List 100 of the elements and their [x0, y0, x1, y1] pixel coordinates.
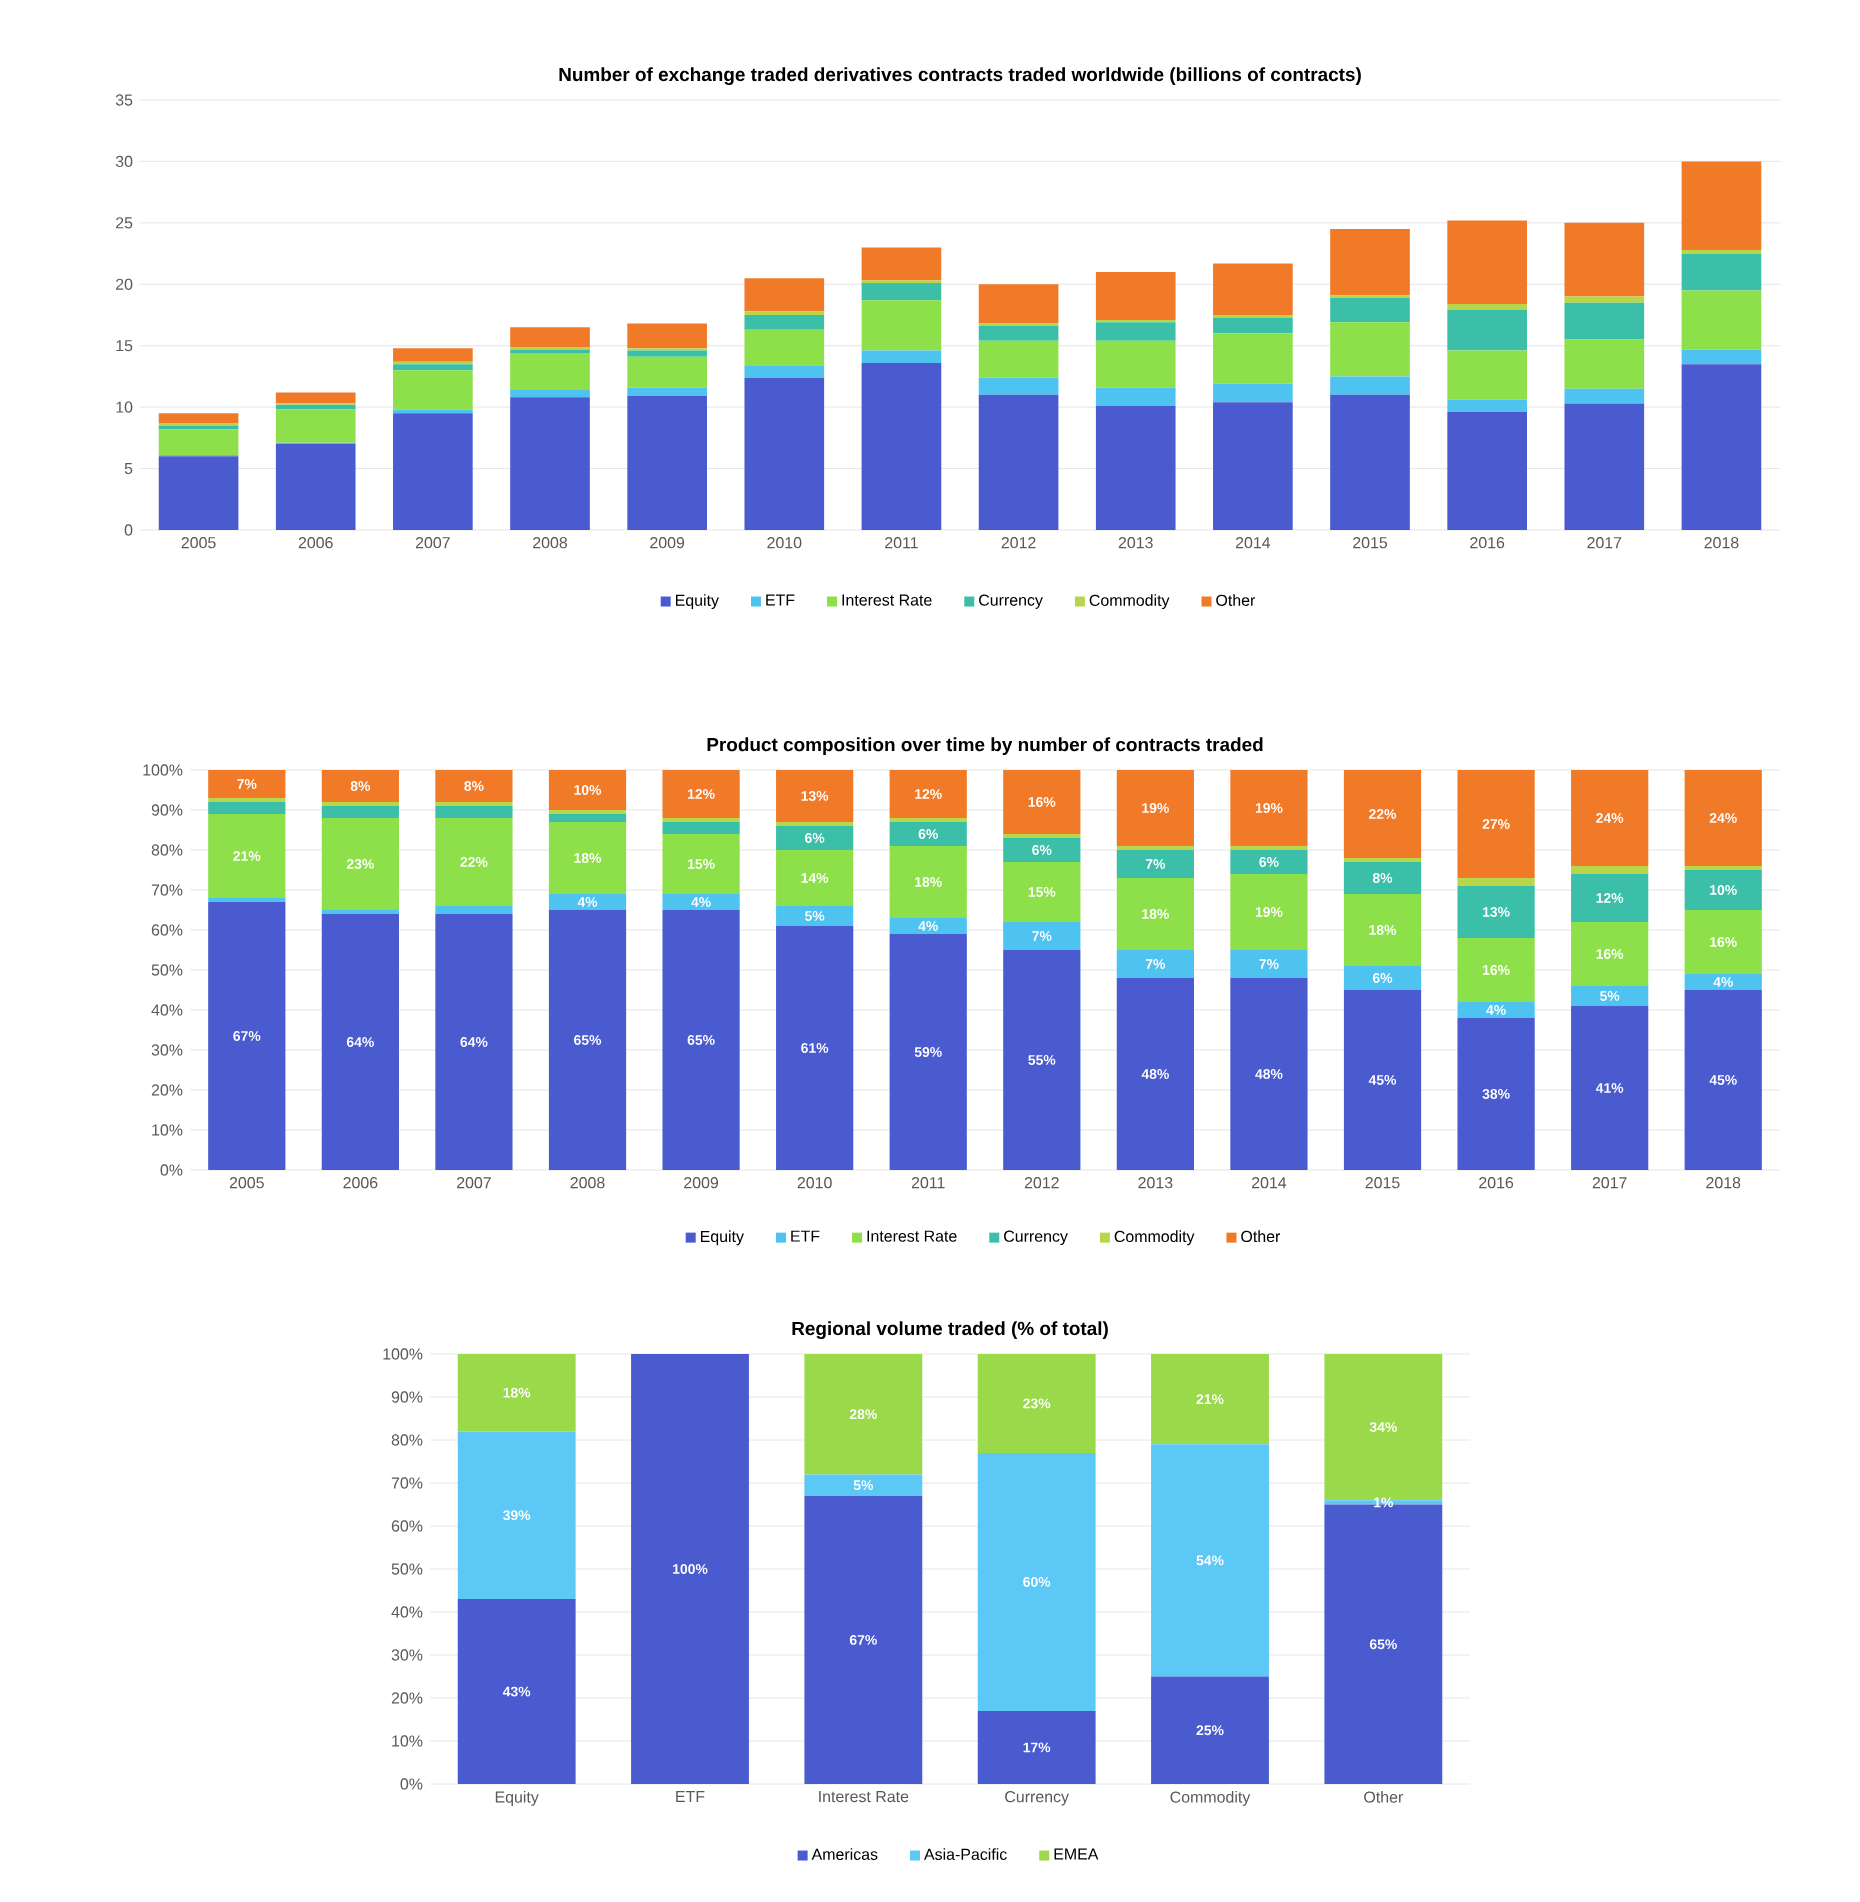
bar — [1324, 1354, 1443, 1501]
bar — [1330, 322, 1410, 377]
bar — [1564, 339, 1645, 389]
bar — [1213, 333, 1293, 384]
bar — [393, 348, 473, 362]
bar — [776, 769, 854, 822]
bar — [889, 845, 967, 918]
chart-title: Regional volume traded (% of total) — [792, 1321, 1108, 1339]
bar — [889, 917, 967, 934]
bar — [1003, 921, 1081, 950]
bar — [1116, 877, 1194, 950]
bar — [208, 769, 286, 798]
bar — [510, 327, 590, 347]
bar — [208, 801, 286, 814]
bar — [1230, 977, 1308, 1170]
bar — [1571, 985, 1649, 1006]
bar — [1116, 977, 1194, 1170]
bar — [393, 413, 473, 530]
bar — [627, 396, 707, 530]
bar — [548, 813, 627, 822]
bar — [1343, 989, 1422, 1170]
bar — [275, 409, 356, 443]
bar — [1230, 949, 1308, 978]
bar — [1330, 376, 1410, 395]
bar — [1681, 290, 1762, 350]
bar — [1116, 949, 1194, 978]
bar — [548, 909, 627, 1170]
bar — [1564, 403, 1645, 530]
bar — [861, 350, 942, 363]
chart-title: Product composition over time by number of contracts traded — [707, 737, 1263, 755]
bar — [208, 901, 286, 1170]
bar — [457, 1599, 576, 1784]
bar — [1095, 322, 1176, 341]
bar — [1564, 296, 1645, 303]
bar — [1116, 849, 1194, 878]
bar — [627, 387, 707, 397]
bar — [275, 392, 356, 404]
bar — [321, 805, 399, 818]
bar — [158, 413, 239, 424]
bar — [744, 314, 825, 330]
bar — [978, 326, 1059, 341]
bar — [1447, 220, 1527, 304]
bar — [1447, 350, 1527, 400]
bar — [435, 905, 513, 914]
bar — [208, 813, 286, 898]
bar — [321, 769, 399, 802]
bar — [804, 1474, 923, 1496]
bar — [1457, 877, 1535, 886]
bar — [978, 377, 1059, 395]
bar — [627, 323, 707, 349]
bar — [1684, 989, 1762, 1170]
bar — [1151, 1676, 1269, 1784]
bar — [804, 1495, 923, 1784]
bar — [977, 1710, 1096, 1784]
bar — [1330, 394, 1410, 530]
bar — [662, 769, 740, 818]
bar — [158, 456, 239, 530]
bar — [548, 821, 627, 894]
bar — [1681, 349, 1762, 365]
bar — [978, 394, 1059, 530]
bar — [435, 805, 513, 818]
bar — [435, 769, 513, 802]
bar — [662, 833, 740, 894]
bar — [1116, 769, 1194, 846]
bar — [776, 849, 854, 906]
bar — [1681, 161, 1762, 250]
bar — [1151, 1354, 1269, 1445]
bar — [1213, 383, 1293, 403]
bar — [1343, 861, 1422, 894]
bar — [1684, 769, 1762, 866]
bar — [1095, 340, 1176, 388]
bar — [1095, 271, 1176, 320]
bar — [321, 913, 399, 1170]
bar — [1003, 837, 1081, 862]
bar — [1457, 1001, 1535, 1018]
bar — [1330, 228, 1410, 296]
bar — [1343, 893, 1422, 966]
bar — [457, 1431, 576, 1600]
bar — [977, 1354, 1096, 1453]
bar — [1447, 412, 1527, 530]
bar — [1684, 869, 1762, 910]
bar — [1003, 949, 1081, 1170]
bar — [510, 389, 590, 398]
bar — [1681, 253, 1762, 291]
bar — [1003, 861, 1081, 922]
chart-title: Number of exchange traded derivatives contracts traded worldwide (billions of contracts) — [559, 67, 1361, 85]
bar — [744, 377, 825, 530]
bar — [631, 1354, 749, 1784]
bar — [275, 404, 356, 410]
bar — [889, 769, 967, 818]
bar — [510, 353, 590, 390]
bar — [1447, 399, 1527, 413]
bar — [1003, 769, 1081, 834]
bar — [1447, 310, 1527, 351]
bar — [861, 362, 942, 530]
bar — [804, 1354, 923, 1475]
bar — [1457, 937, 1535, 1002]
bar — [435, 913, 513, 1170]
bar — [1457, 885, 1535, 938]
bar — [776, 925, 854, 1170]
